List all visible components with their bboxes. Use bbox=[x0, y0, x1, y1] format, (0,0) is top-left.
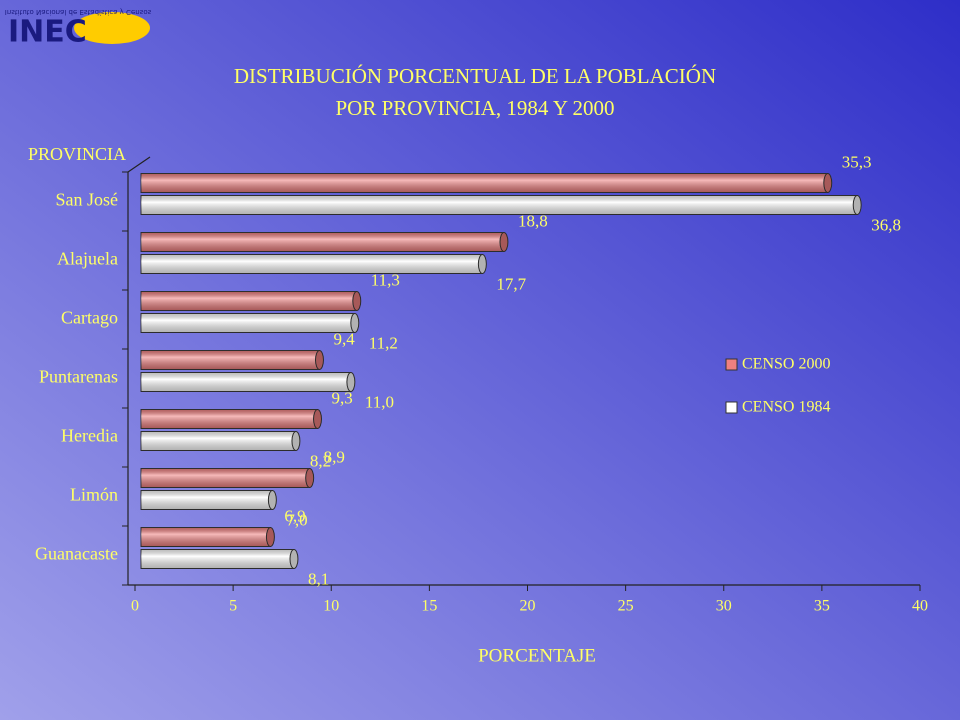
y-tick-label: Heredia bbox=[61, 426, 118, 446]
x-tick-label: 10 bbox=[323, 598, 339, 615]
value-label: 6,9 bbox=[284, 506, 305, 525]
bar-cap-shade bbox=[266, 527, 275, 547]
bar-shade bbox=[141, 350, 320, 370]
value-label: 8,9 bbox=[324, 447, 345, 466]
y-axis-label: PROVINCIA bbox=[28, 144, 126, 164]
bar-cap-shade bbox=[478, 254, 487, 274]
bar-cap-shade bbox=[305, 468, 314, 488]
logo-shape bbox=[74, 12, 150, 44]
value-label: 18,8 bbox=[518, 211, 548, 230]
y-tick-label: Alajuela bbox=[57, 249, 118, 269]
bar-shade bbox=[141, 372, 351, 392]
x-tick-label: 5 bbox=[229, 598, 237, 615]
bar-cap bbox=[313, 409, 323, 429]
bar-cap bbox=[289, 549, 299, 569]
value-label: 9,4 bbox=[333, 329, 355, 348]
value-label: 35,3 bbox=[842, 152, 872, 171]
bar-shade bbox=[141, 409, 318, 429]
bar-cap-shade bbox=[291, 431, 300, 451]
legend-swatch bbox=[725, 401, 738, 414]
x-tick-label: 15 bbox=[421, 598, 437, 615]
bar-cap bbox=[291, 431, 301, 451]
x-tick-label: 30 bbox=[716, 598, 732, 615]
bar-cap bbox=[346, 372, 356, 392]
value-label: 11,2 bbox=[369, 333, 398, 352]
value-label: 36,8 bbox=[871, 215, 901, 234]
legend-label: CENSO 2000 bbox=[742, 356, 830, 373]
x-tick-label: 20 bbox=[520, 598, 536, 615]
value-label: 8,2 bbox=[310, 451, 331, 470]
logo-subtitle: Instituto Nacional de Estadística y Cens… bbox=[5, 8, 152, 16]
bar-cap-shade bbox=[268, 490, 277, 510]
logo-text: INEC bbox=[8, 15, 87, 50]
x-tick-label: 0 bbox=[131, 598, 139, 615]
bar-shade bbox=[141, 291, 357, 311]
chart-title: DISTRIBUCIÓN PORCENTUAL DE LA POBLACIÓN bbox=[234, 64, 716, 88]
value-label: 17,7 bbox=[496, 274, 526, 293]
axis-edge bbox=[127, 156, 151, 173]
bar-cap-shade bbox=[315, 350, 324, 370]
x-tick-label: 40 bbox=[912, 598, 928, 615]
chart-subtitle: POR PROVINCIA, 1984 Y 2000 bbox=[335, 96, 614, 120]
bar-shade bbox=[141, 232, 504, 252]
bar-cap-shade bbox=[289, 549, 298, 569]
y-tick-label: Puntarenas bbox=[39, 367, 118, 387]
bar-shade bbox=[141, 313, 355, 333]
bar-cap-shade bbox=[823, 173, 832, 193]
value-label: 11,0 bbox=[365, 392, 394, 411]
bar-cap bbox=[305, 468, 315, 488]
bar-cap bbox=[823, 173, 833, 193]
bar-cap bbox=[314, 350, 324, 370]
legend-label: CENSO 1984 bbox=[742, 399, 830, 416]
bar-shade bbox=[141, 431, 296, 451]
bar-shade bbox=[141, 490, 273, 510]
bar-shade bbox=[141, 195, 858, 215]
logo: INEC Instituto Nacional de Estadística y… bbox=[5, 8, 152, 50]
bar-cap-shade bbox=[313, 409, 322, 429]
bar-shade bbox=[141, 254, 483, 274]
bar-cap bbox=[852, 195, 862, 215]
value-label: 9,3 bbox=[332, 388, 353, 407]
bar-cap bbox=[350, 313, 360, 333]
bar-cap-shade bbox=[350, 313, 359, 333]
y-tick-label: San José bbox=[56, 190, 119, 210]
value-label: 7,0 bbox=[286, 510, 307, 529]
bar-cap-shade bbox=[499, 232, 508, 252]
legend-swatch bbox=[725, 358, 738, 371]
bar-cap-shade bbox=[352, 291, 361, 311]
bar-shade bbox=[141, 468, 310, 488]
bar-cap-shade bbox=[853, 195, 862, 215]
bar-shade bbox=[141, 527, 271, 547]
y-tick-label: Limón bbox=[70, 485, 118, 505]
y-tick-label: Guanacaste bbox=[35, 544, 118, 564]
x-tick-label: 35 bbox=[814, 598, 830, 615]
bar-cap bbox=[499, 232, 509, 252]
bar-cap bbox=[477, 254, 487, 274]
bar-cap-shade bbox=[346, 372, 355, 392]
bar-cap bbox=[265, 527, 275, 547]
x-tick-label: 25 bbox=[618, 598, 634, 615]
x-axis-label: PORCENTAJE bbox=[478, 645, 596, 666]
value-label: 11,3 bbox=[371, 270, 400, 289]
bar-cap bbox=[352, 291, 362, 311]
bar-shade bbox=[141, 549, 294, 569]
value-label: 8,1 bbox=[308, 569, 329, 588]
y-tick-label: Cartago bbox=[61, 308, 118, 328]
bar-cap bbox=[267, 490, 277, 510]
bar-shade bbox=[141, 173, 828, 193]
